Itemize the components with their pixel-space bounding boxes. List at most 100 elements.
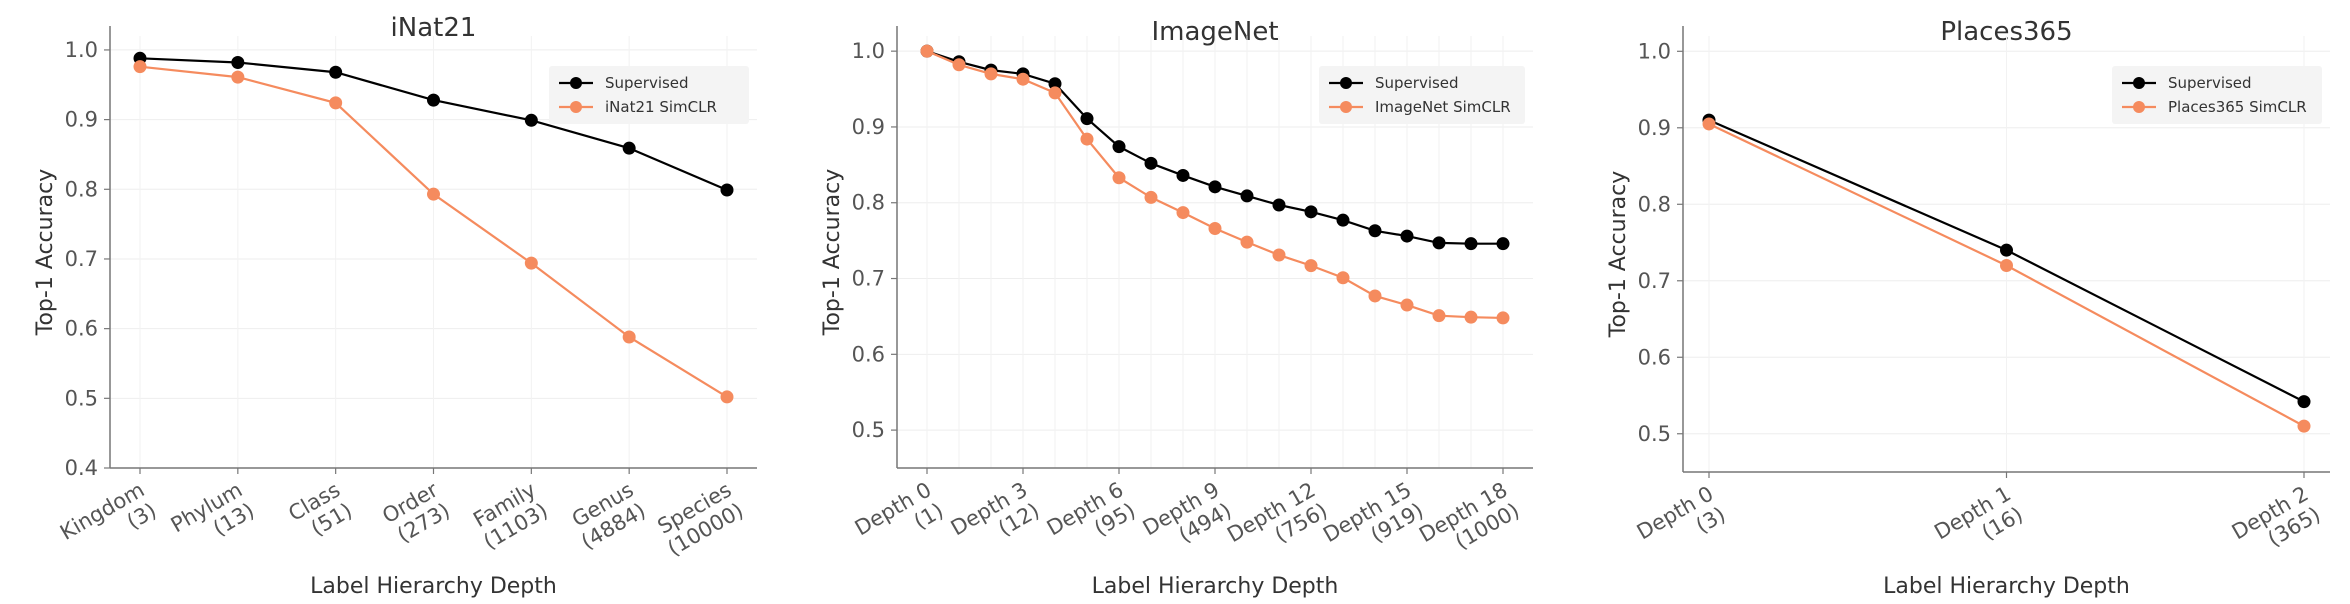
y-tick-label: 0.5 (852, 418, 885, 442)
x-tick-label: Genus(4884) (565, 478, 649, 554)
x-tick-label: Depth 9(494) (1139, 478, 1236, 562)
data-point (1464, 237, 1478, 251)
data-point (720, 390, 734, 404)
legend-label: Supervised (605, 74, 689, 92)
legend-marker (1340, 101, 1352, 113)
data-point (622, 330, 636, 344)
y-tick-label: 0.4 (65, 456, 98, 480)
data-point (1048, 86, 1062, 100)
data-point (1272, 248, 1286, 262)
x-tick-label: Depth 2(365) (2228, 482, 2325, 566)
x-tick-label: Species(10000) (651, 478, 747, 561)
x-tick-label: Class(51) (284, 478, 356, 547)
x-tick-label: Family(1103) (467, 478, 551, 554)
legend-label: Places365 SimCLR (2168, 98, 2307, 116)
data-point (1368, 289, 1382, 303)
x-tick-label: Depth 3(12) (947, 478, 1044, 562)
data-point (1336, 271, 1350, 285)
x-tick-label: Depth 0(1) (851, 478, 948, 562)
data-point (2000, 258, 2013, 272)
x-axis-label: Label Hierarchy Depth (310, 574, 557, 599)
data-point (1144, 156, 1158, 170)
data-point (1464, 310, 1478, 324)
x-tick-label: Depth 1(16) (1930, 482, 2027, 566)
y-tick-label: 0.5 (65, 386, 98, 410)
y-tick-label: 0.8 (65, 177, 98, 201)
legend-box (1319, 66, 1525, 124)
legend-label: ImageNet SimCLR (1375, 98, 1511, 116)
data-point (1208, 222, 1222, 236)
data-point (1208, 180, 1222, 194)
data-point (984, 67, 998, 81)
y-tick-label: 0.9 (65, 108, 98, 132)
data-point (2000, 243, 2013, 257)
y-tick-label: 1.0 (1638, 39, 1671, 63)
y-tick-label: 1.0 (65, 38, 98, 62)
data-point (622, 141, 636, 155)
data-point (1176, 206, 1190, 220)
x-tick-label: Phylum(13) (167, 478, 259, 559)
data-point (329, 65, 343, 79)
data-point (720, 183, 734, 197)
data-point (1048, 77, 1062, 91)
legend-label: Supervised (1375, 74, 1459, 92)
data-point (1144, 190, 1158, 204)
data-point (2297, 395, 2311, 409)
y-tick-label: 0.6 (852, 342, 885, 366)
legend-label: iNat21 SimCLR (605, 98, 717, 116)
data-point (329, 96, 343, 110)
legend-marker (1340, 77, 1352, 89)
y-tick-label: 0.9 (1638, 116, 1671, 140)
data-point (524, 113, 538, 127)
data-point (920, 44, 934, 58)
data-point (1272, 198, 1286, 212)
data-point (1240, 189, 1254, 203)
data-point (231, 70, 245, 84)
data-point (1496, 311, 1510, 325)
data-point (1702, 117, 1716, 131)
x-tick-label: Order(273) (378, 477, 454, 549)
x-tick-label: Depth 15(919) (1319, 478, 1427, 568)
data-point (1432, 309, 1446, 323)
y-tick-label: 0.9 (852, 115, 885, 139)
legend-marker (570, 77, 582, 89)
x-tick-label: Depth 0(3) (1633, 482, 1730, 566)
data-point (1080, 112, 1094, 126)
data-point (1432, 236, 1446, 250)
y-tick-label: 0.8 (852, 191, 885, 215)
x-tick-label: Depth 6(95) (1043, 478, 1140, 562)
legend-box (549, 66, 749, 124)
data-point (1304, 259, 1318, 273)
data-point (231, 55, 245, 69)
data-point (1304, 205, 1318, 219)
data-point (1176, 168, 1190, 182)
y-tick-label: 0.5 (1638, 422, 1671, 446)
data-point (1240, 235, 1254, 249)
data-point (524, 256, 538, 270)
legend-marker (570, 101, 582, 113)
data-point (133, 60, 147, 74)
x-tick-label: Depth 12(756) (1223, 478, 1331, 568)
data-point (427, 187, 440, 201)
x-tick-label: Depth 18(1000) (1415, 478, 1523, 568)
data-point (2297, 419, 2311, 433)
data-point (1496, 237, 1510, 251)
y-axis-label: Top-1 Accuracy (1606, 171, 1631, 339)
data-point (1336, 213, 1350, 227)
legend-box (2112, 66, 2322, 124)
y-tick-label: 1.0 (852, 39, 885, 63)
data-point (952, 58, 966, 72)
y-tick-label: 0.7 (65, 247, 98, 271)
y-tick-label: 0.6 (65, 317, 98, 341)
legend-marker (2133, 101, 2145, 113)
x-axis-label: Label Hierarchy Depth (1092, 574, 1339, 599)
data-point (1368, 224, 1382, 238)
legend-label: Supervised (2168, 74, 2252, 92)
data-point (1400, 298, 1414, 312)
data-point (1112, 140, 1126, 154)
y-axis-label: Top-1 Accuracy (820, 169, 845, 337)
